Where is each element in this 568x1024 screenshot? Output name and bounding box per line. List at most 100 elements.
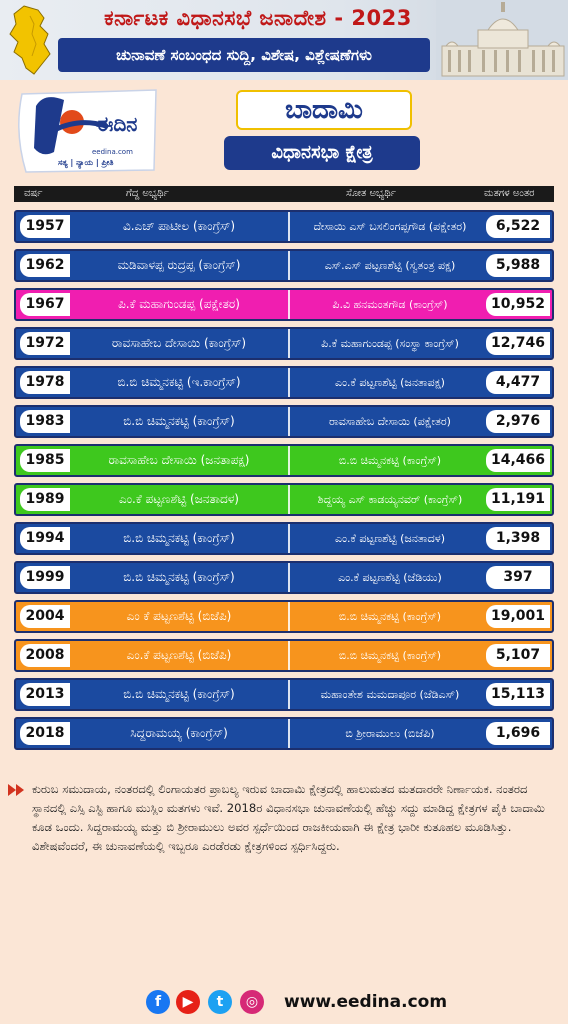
logo-tagline: ಸತ್ಯ | ನ್ಯಾಯ | ಪ್ರೀತಿ <box>58 158 114 167</box>
row-year: 1978 <box>20 371 70 394</box>
row-divider <box>288 290 290 319</box>
table-row: 1983 ಬಿ.ಬಿ ಚಿಮ್ಮನಕಟ್ಟಿ (ಕಾಂಗ್ರೆಸ್) ರಾವಸಾ… <box>14 405 554 438</box>
row-year: 2018 <box>20 722 70 745</box>
header-subtitle: ಚುನಾವಣೆ ಸಂಬಂಧದ ಸುದ್ದಿ, ವಿಶೇಷ, ವಿಶ್ಲೇಷಣೆಗ… <box>58 38 430 72</box>
table-row: 2018 ಸಿದ್ದರಾಮಯ್ಯ (ಕಾಂಗ್ರೆಸ್) ಬಿ ಶ್ರೀರಾಮು… <box>14 717 554 750</box>
table-row: 1978 ಬಿ.ಬಿ ಚಿಮ್ಮನಕಟ್ಟಿ (ಇ.ಕಾಂಗ್ರೆಸ್) ಎಂ.… <box>14 366 554 399</box>
row-margin: 19,001 <box>486 605 550 628</box>
row-year: 1967 <box>20 293 70 316</box>
header-year: ವರ್ಷ <box>24 188 43 199</box>
footer <box>0 978 568 1024</box>
row-loser: ದೇಸಾಯಿ ಎಸ್ ಬಸಲಿಂಗಪ್ಪಗೌಡ (ಪಕ್ಷೇತರ) <box>313 220 467 233</box>
row-loser: ರಾವಸಾಹೇಬ ದೇಸಾಯಿ (ಪಕ್ಷೇತರ) <box>329 415 451 428</box>
row-winner: ಎಂ.ಕೆ ಪಟ್ಟಣಶೆಟ್ಟಿ (ಬಿಜೆಪಿ) <box>126 648 232 662</box>
row-loser: ಪಿ.ಕೆ ಮಹಾಗುಂಡಪ್ಪ (ಸಂಸ್ಥಾ ಕಾಂಗ್ರೆಸ್) <box>321 337 459 350</box>
row-winner: ರಾವಸಾಹೇಬ ದೇಸಾಯಿ (ಜನತಾಪಕ್ಷ) <box>108 453 250 467</box>
table-row: 2008 ಎಂ.ಕೆ ಪಟ್ಟಣಶೆಟ್ಟಿ (ಬಿಜೆಪಿ) ಬಿ.ಬಿ ಚಿ… <box>14 639 554 672</box>
karnataka-map-icon <box>9 5 51 75</box>
row-year: 1999 <box>20 566 70 589</box>
instagram-icon[interactable]: ◎ <box>240 990 264 1014</box>
row-winner: ಬಿ.ಬಿ ಚಿಮ್ಮನಕಟ್ಟಿ (ಇ.ಕಾಂಗ್ರೆಸ್) <box>117 375 241 389</box>
header-margin: ಮತಗಳ ಅಂತರ <box>484 188 535 199</box>
row-loser: ಎಂ.ಕೆ ಪಟ್ಟಣಶೆಟ್ಟಿ (ಜೆಡಿಯು) <box>338 571 442 584</box>
table-row: 1994 ಬಿ.ಬಿ ಚಿಮ್ಮನಕಟ್ಟಿ (ಕಾಂಗ್ರೆಸ್) ಎಂ.ಕೆ… <box>14 522 554 555</box>
eedina-logo <box>18 89 157 173</box>
row-winner: ರಾವಸಾಹೇಬ ದೇಸಾಯಿ (ಕಾಂಗ್ರೆಸ್) <box>111 336 247 350</box>
constituency-type: ವಿಧಾನಸಭಾ ಕ್ಷೇತ್ರ <box>224 136 420 170</box>
table-row: 1999 ಬಿ.ಬಿ ಚಿಮ್ಮನಕಟ್ಟಿ (ಕಾಂಗ್ರೆಸ್) ಎಂ.ಕೆ… <box>14 561 554 594</box>
row-winner: ಎಂ ಕೆ ಪಟ್ಟಣಶೆಟ್ಟಿ (ಬಿಜೆಪಿ) <box>126 609 232 623</box>
website-link[interactable]: www.eedina.com <box>284 992 448 1012</box>
row-margin: 11,191 <box>486 488 550 511</box>
logo-wordmark: ಈದಿನ <box>96 112 138 136</box>
row-margin: 397 <box>486 566 550 589</box>
row-loser: ಎಂ.ಕೆ ಪಟ್ಟಣಶೆಟ್ಟಿ (ಜನತಾದಳ) <box>335 532 445 545</box>
row-winner: ಬಿ.ಬಿ ಚಿಮ್ಮನಕಟ್ಟಿ (ಕಾಂಗ್ರೆಸ್) <box>123 687 235 701</box>
twitter-icon[interactable]: t <box>208 990 232 1014</box>
row-year: 2008 <box>20 644 70 667</box>
row-winner: ಬಿ.ಬಿ ಚಿಮ್ಮನಕಟ್ಟಿ (ಕಾಂಗ್ರೆಸ್) <box>123 531 235 545</box>
row-margin: 12,746 <box>486 332 550 355</box>
row-year: 2004 <box>20 605 70 628</box>
header-title: ಕರ್ನಾಟಕ ವಿಧಾನಸಭೆ ಜನಾದೇಶ - 2023 <box>104 6 412 30</box>
vidhana-soudha-illustration <box>436 0 568 80</box>
row-loser: ಮಹಾಂತೇಶ ಮಮದಾಪೂರ (ಜೆಡಿಎಸ್) <box>320 688 460 701</box>
row-divider <box>288 251 290 280</box>
analysis-note: ಕುರುಬ ಸಮುದಾಯ, ನಂತರದಲ್ಲಿ ಲಿಂಗಾಯತರ ಪ್ರಾಬಲ್… <box>32 782 546 853</box>
row-margin: 14,466 <box>486 449 550 472</box>
row-divider <box>288 446 290 475</box>
row-divider <box>288 407 290 436</box>
logo-url: eedina.com <box>92 148 133 156</box>
table-row: 2013 ಬಿ.ಬಿ ಚಿಮ್ಮನಕಟ್ಟಿ (ಕಾಂಗ್ರೆಸ್) ಮಹಾಂತ… <box>14 678 554 711</box>
row-margin: 2,976 <box>486 410 550 433</box>
row-loser: ಬಿ ಶ್ರೀರಾಮುಲು (ಬಿಜೆಪಿ) <box>345 727 435 740</box>
row-winner: ಬಿ.ಬಿ ಚಿಮ್ಮನಕಟ್ಟಿ (ಕಾಂಗ್ರೆಸ್) <box>123 414 235 428</box>
row-divider <box>288 563 290 592</box>
row-year: 1972 <box>20 332 70 355</box>
row-loser: ಶಿದ್ದಯ್ಯ ಎಸ್ ಕಾಡಯ್ಯನವರ್ (ಕಾಂಗ್ರೆಸ್) <box>317 493 463 506</box>
table-row: 1957 ವಿ.ಎಚ್ ಪಾಟೀಲ (ಕಾಂಗ್ರೆಸ್) ದೇಸಾಯಿ ಎಸ್… <box>14 210 554 243</box>
row-year: 1957 <box>20 215 70 238</box>
row-margin: 10,952 <box>486 293 550 316</box>
table-row: 1985 ರಾವಸಾಹೇಬ ದೇಸಾಯಿ (ಜನತಾಪಕ್ಷ) ಬಿ.ಬಿ ಚಿ… <box>14 444 554 477</box>
row-divider <box>288 719 290 748</box>
youtube-icon[interactable]: ▶ <box>176 990 200 1014</box>
row-year: 2013 <box>20 683 70 706</box>
row-year: 1983 <box>20 410 70 433</box>
row-winner: ಪಿ.ಕೆ ಮಹಾಗುಂಡಪ್ಪ (ಪಕ್ಷೇತರ) <box>118 297 240 311</box>
row-margin: 6,522 <box>486 215 550 238</box>
row-margin: 1,398 <box>486 527 550 550</box>
table-row: 1989 ಎಂ.ಕೆ ಪಟ್ಟಣಶೆಟ್ಟಿ (ಜನತಾದಳ) ಶಿದ್ದಯ್ಯ… <box>14 483 554 516</box>
facebook-icon[interactable]: f <box>146 990 170 1014</box>
row-divider <box>288 524 290 553</box>
row-loser: ಎಸ್.ಎಸ್ ಪಟ್ಟಣಶೆಟ್ಟಿ (ಸ್ವತಂತ್ರ ಪಕ್ಷ) <box>324 259 456 272</box>
row-loser: ಬಿ.ಬಿ ಚಿಮ್ಮನಕಟ್ಟಿ (ಕಾಂಗ್ರೆಸ್) <box>338 610 442 623</box>
row-year: 1994 <box>20 527 70 550</box>
row-winner: ಸಿದ್ದರಾಮಯ್ಯ (ಕಾಂಗ್ರೆಸ್) <box>130 726 228 740</box>
constituency-name: ಬಾದಾಮಿ <box>236 90 412 130</box>
table-row: 1962 ಮಡಿವಾಳಪ್ಪ ರುದ್ರಪ್ಪ (ಕಾಂಗ್ರೆಸ್) ಎಸ್.… <box>14 249 554 282</box>
row-margin: 15,113 <box>486 683 550 706</box>
row-winner: ಬಿ.ಬಿ ಚಿಮ್ಮನಕಟ್ಟಿ (ಕಾಂಗ್ರೆಸ್) <box>123 570 235 584</box>
header-winner: ಗೆದ್ದ ಅಭ್ಯರ್ಥಿ <box>126 188 169 199</box>
row-margin: 5,988 <box>486 254 550 277</box>
row-margin: 4,477 <box>486 371 550 394</box>
table-row: 1972 ರಾವಸಾಹೇಬ ದೇಸಾಯಿ (ಕಾಂಗ್ರೆಸ್) ಪಿ.ಕೆ ಮ… <box>14 327 554 360</box>
table-row: 1967 ಪಿ.ಕೆ ಮಹಾಗುಂಡಪ್ಪ (ಪಕ್ಷೇತರ) ಪಿ.ವಿ ಹನ… <box>14 288 554 321</box>
row-divider <box>288 368 290 397</box>
row-divider <box>288 641 290 670</box>
row-year: 1989 <box>20 488 70 511</box>
row-margin: 1,696 <box>486 722 550 745</box>
row-divider <box>288 485 290 514</box>
row-winner: ವಿ.ಎಚ್ ಪಾಟೀಲ (ಕಾಂಗ್ರೆಸ್) <box>122 219 236 233</box>
row-loser: ಪಿ.ವಿ ಹನಮಂತಗೌಡ (ಕಾಂಗ್ರೆಸ್) <box>332 298 448 311</box>
row-loser: ಎಂ.ಕೆ ಪಟ್ಟಣಶೆಟ್ಟಿ (ಜನತಾಪಕ್ಷ) <box>335 376 445 389</box>
row-winner: ಮಡಿವಾಳಪ್ಪ ರುದ್ರಪ್ಪ (ಕಾಂಗ್ರೆಸ್) <box>117 258 241 272</box>
header-banner: ಕರ್ನಾಟಕ ವಿಧಾನಸಭೆ ಜನಾದೇಶ - 2023 ಚುನಾವಣೆ ಸ… <box>0 0 568 80</box>
row-year: 1962 <box>20 254 70 277</box>
table-row: 2004 ಎಂ ಕೆ ಪಟ್ಟಣಶೆಟ್ಟಿ (ಬಿಜೆಪಿ) ಬಿ.ಬಿ ಚಿ… <box>14 600 554 633</box>
row-margin: 5,107 <box>486 644 550 667</box>
arrow-bullet-icon <box>8 784 24 796</box>
row-loser: ಬಿ.ಬಿ ಚಿಮ್ಮನಕಟ್ಟಿ (ಕಾಂಗ್ರೆಸ್) <box>338 454 442 467</box>
header-loser: ಸೋತ ಅಭ್ಯರ್ಥಿ <box>346 188 396 199</box>
